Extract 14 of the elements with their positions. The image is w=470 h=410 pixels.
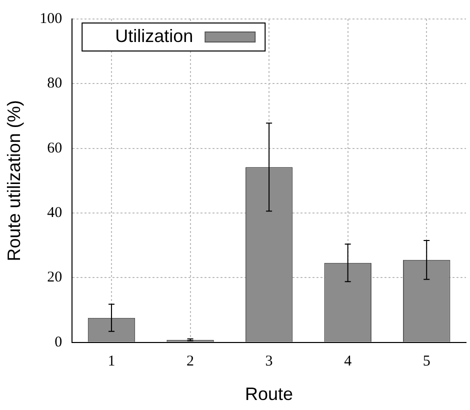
x-tick-label: 2	[186, 353, 194, 370]
x-axis-title: Route	[245, 384, 294, 404]
x-tick-label: 5	[422, 353, 430, 370]
y-tick-label: 80	[47, 76, 62, 92]
y-tick-label: 100	[40, 10, 62, 27]
x-tick-label: 1	[108, 353, 116, 370]
x-tick-label: 3	[265, 353, 273, 370]
legend-label: Utilization	[115, 26, 194, 46]
y-tick-label: 20	[47, 270, 62, 286]
y-axis-title: Route utilization (%)	[4, 100, 24, 262]
y-tick-label: 0	[54, 334, 62, 350]
y-tick-label: 60	[47, 140, 62, 156]
x-tick-label: 4	[344, 353, 352, 370]
y-tick-label: 40	[47, 204, 62, 221]
